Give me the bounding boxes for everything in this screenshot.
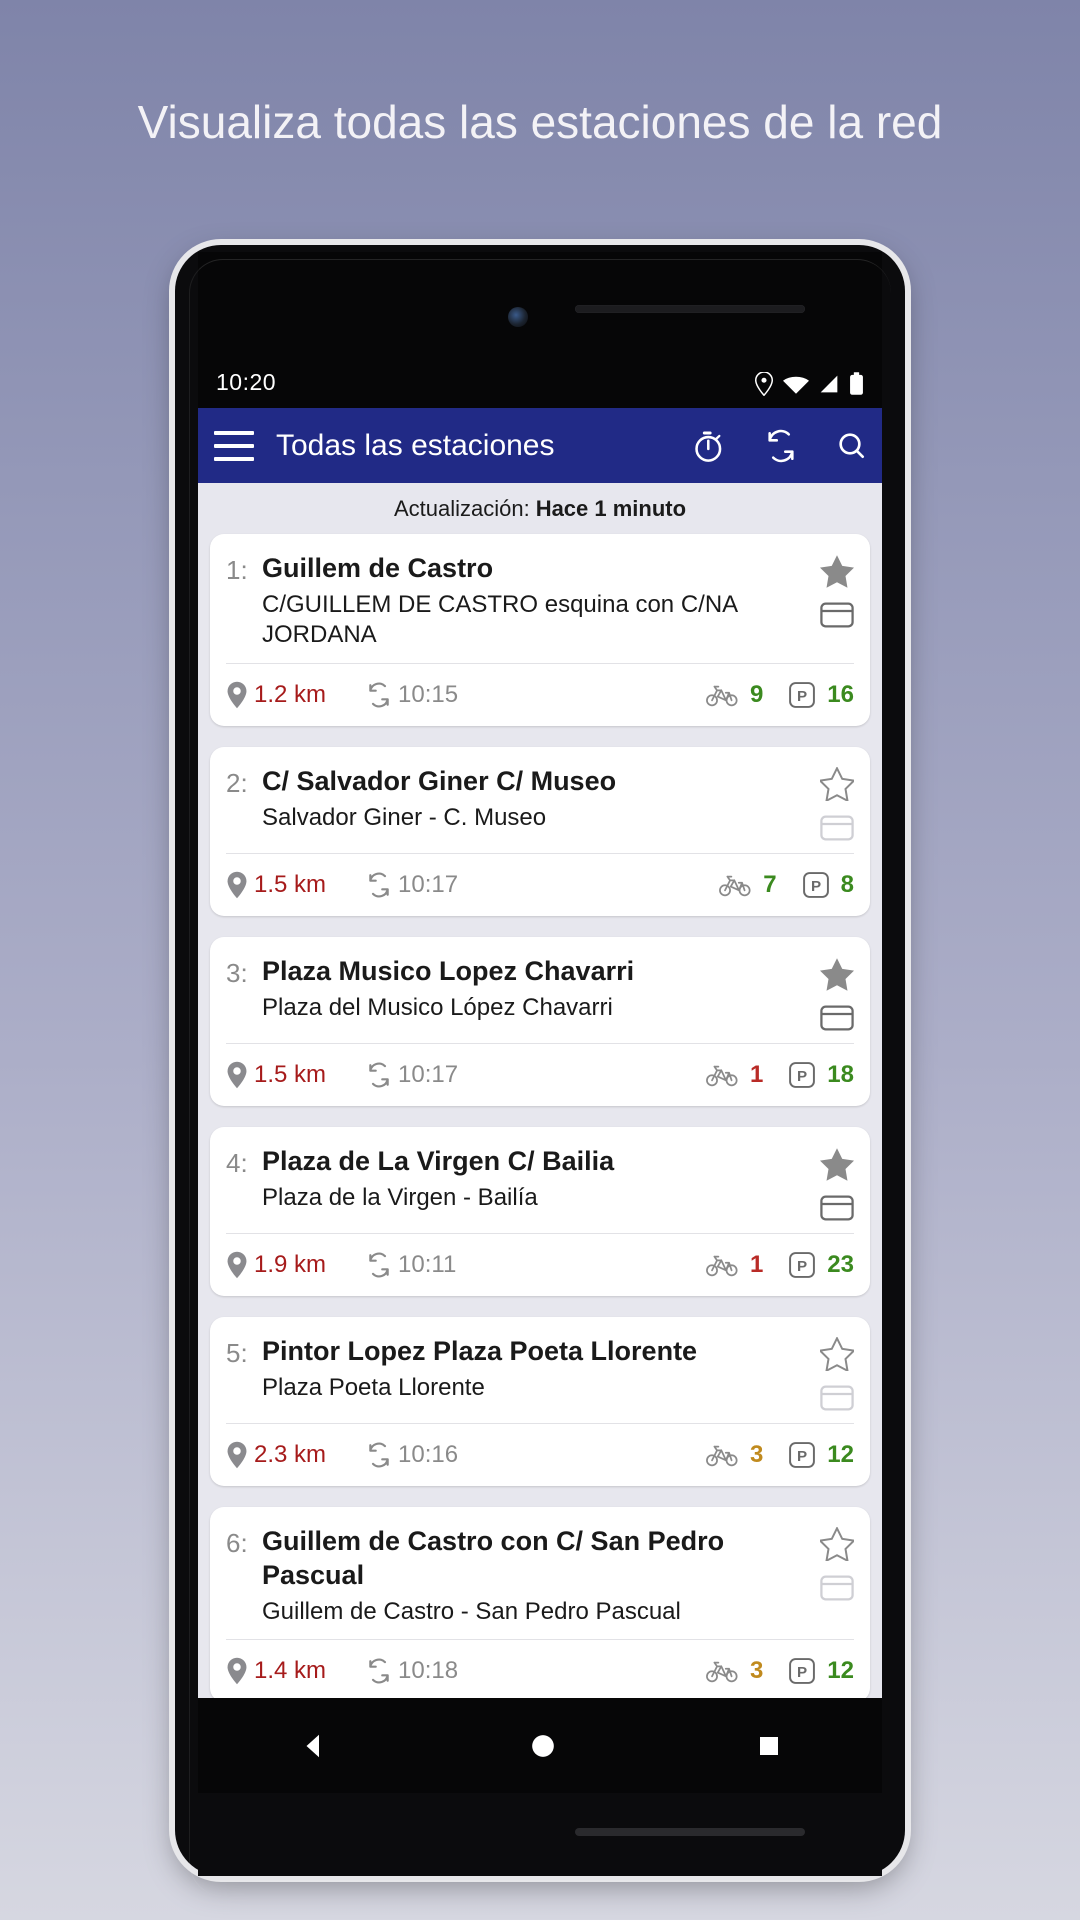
svg-text:P: P (797, 1448, 807, 1465)
svg-text:P: P (797, 688, 807, 705)
svg-text:P: P (811, 878, 821, 895)
svg-text:P: P (797, 1068, 807, 1085)
svg-text:P: P (797, 1664, 807, 1681)
svg-text:P: P (797, 1258, 807, 1275)
